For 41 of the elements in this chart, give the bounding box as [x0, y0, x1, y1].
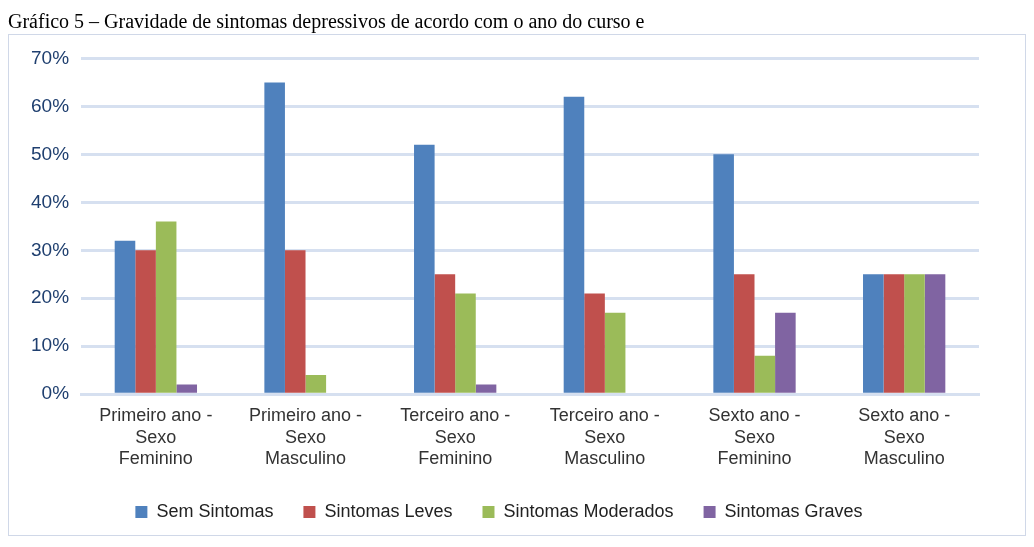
- y-tick-label: 70%: [31, 46, 70, 68]
- y-tick-label: 10%: [31, 334, 70, 356]
- bar: [284, 250, 306, 393]
- y-tick-label: 0%: [41, 382, 70, 404]
- bar: [863, 274, 884, 393]
- bar: [135, 250, 156, 393]
- bar: [176, 384, 198, 393]
- bar: [883, 274, 905, 393]
- bar: [604, 312, 626, 393]
- y-tick-label: 60%: [31, 94, 70, 116]
- x-tick-label: Sexto ano - Sexo Feminino: [708, 404, 801, 469]
- bar: [775, 312, 796, 393]
- bar: [584, 293, 605, 393]
- x-tick-label: Sexto ano - Sexo Masculino: [858, 404, 951, 469]
- y-tick-label: 20%: [31, 286, 70, 308]
- legend-label: Sem Sintomas: [156, 500, 274, 521]
- bar: [114, 240, 136, 393]
- bar: [305, 375, 327, 393]
- x-tick-label: Primeiro ano - Sexo Masculino: [249, 404, 363, 469]
- bar: [733, 274, 755, 393]
- bar: [434, 274, 456, 393]
- x-tick-label: Primeiro ano - Sexo Feminino: [99, 404, 213, 469]
- x-tick-label: Terceiro ano - Sexo Masculino: [549, 404, 660, 469]
- legend-label: Sintomas Moderados: [503, 500, 674, 521]
- y-tick-label: 40%: [31, 190, 70, 212]
- y-tick-label: 50%: [31, 142, 70, 164]
- bar: [904, 274, 925, 393]
- bar: [924, 274, 946, 393]
- bar: [475, 384, 497, 393]
- bar: [455, 293, 476, 393]
- bar: [264, 82, 285, 393]
- bar: [754, 355, 776, 393]
- bar: [155, 221, 177, 393]
- bar: [563, 96, 585, 393]
- x-tick-label: Terceiro ano - Sexo Feminino: [400, 404, 511, 469]
- legend-label: Sintomas Leves: [324, 500, 453, 521]
- chart-title: Gráfico 5 – Gravidade de sintomas depressivos de acordo com o ano do curso e: [8, 9, 646, 34]
- bar: [713, 154, 734, 393]
- legend-label: Sintomas Graves: [724, 500, 863, 521]
- bar: [414, 144, 435, 393]
- y-tick-label: 30%: [31, 238, 70, 260]
